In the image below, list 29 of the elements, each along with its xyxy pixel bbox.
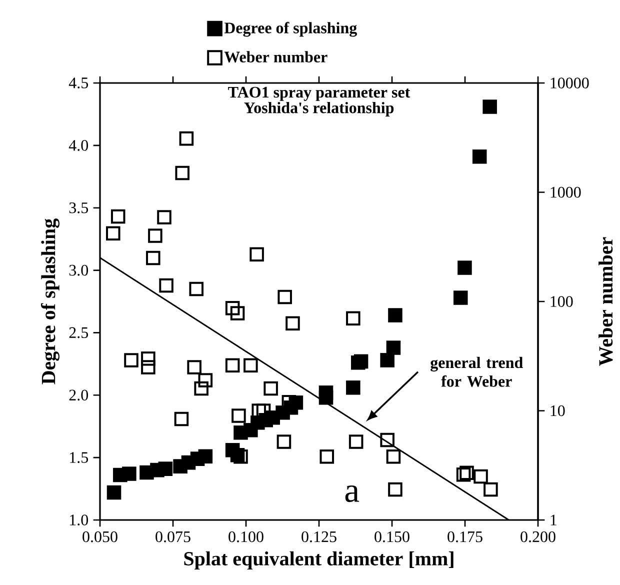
annotation: Yoshida's relationship — [244, 102, 394, 116]
x-tick-label: 0.125 — [302, 531, 336, 542]
y2-axis-title: Weber number — [598, 237, 613, 366]
y-tick-label: 3.5 — [69, 202, 88, 214]
y-axis-title: Degree of splashing — [40, 218, 60, 384]
legend-label: Weber number — [224, 51, 328, 63]
annotation: general trend for Weber — [430, 356, 523, 387]
y2-tick-label: 1000 — [550, 186, 581, 198]
x-tick-label: 0.150 — [374, 531, 410, 542]
x-tick-label: 0.100 — [228, 531, 264, 542]
y-tick-label: 3.0 — [69, 264, 88, 276]
annotation: TAO1 spray parameter set — [228, 86, 410, 101]
y2-tick-label: 10 — [550, 405, 565, 416]
y-tick-label: 1.5 — [70, 452, 88, 463]
y-tick-label: 2.5 — [69, 327, 88, 338]
x-tick-label: 0.200 — [520, 531, 556, 542]
legend-label: Degree of splashing — [224, 22, 357, 37]
y-tick-label: 2.0 — [69, 390, 88, 401]
y2-tick-label: 100 — [550, 296, 573, 307]
x-tick-label: 0.175 — [448, 531, 482, 542]
x-tick-label: 0.075 — [156, 531, 190, 542]
annotation: a — [345, 485, 360, 502]
x-axis-title: Splat equivalent diameter [mm] — [184, 551, 454, 570]
x-tick-label: 0.050 — [82, 531, 118, 542]
y2-tick-label: 1 — [550, 514, 556, 526]
y-tick-label: 4.5 — [68, 78, 88, 88]
y-tick-label: 1.0 — [70, 514, 88, 526]
y-tick-label: 4.0 — [68, 140, 88, 151]
y2-tick-label: 10000 — [550, 78, 589, 88]
